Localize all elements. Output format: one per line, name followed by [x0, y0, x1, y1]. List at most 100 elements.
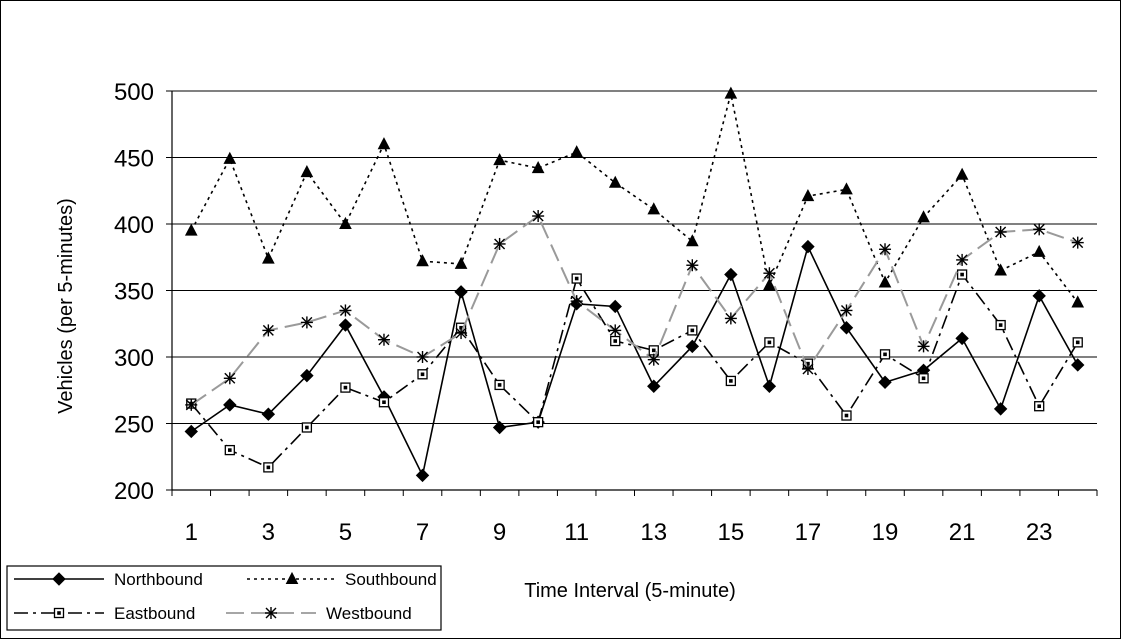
data-point-northbound — [1032, 289, 1046, 303]
x-tick-label: 17 — [795, 519, 822, 546]
data-point-eastbound — [956, 269, 968, 280]
data-point-westbound — [377, 333, 391, 347]
x-axis-title: Time Interval (5-minute) — [524, 580, 736, 602]
data-point-southbound — [956, 168, 969, 180]
data-point-eastbound — [224, 444, 235, 456]
data-point-westbound — [993, 225, 1008, 239]
series-northbound — [184, 240, 1085, 482]
x-tick-label: 19 — [872, 519, 899, 546]
series-line-northbound — [190, 244, 1079, 478]
data-point-northbound — [801, 240, 815, 254]
y-tick-label: 400 — [114, 212, 154, 239]
data-point-westbound — [184, 398, 198, 412]
data-point-westbound — [647, 352, 661, 367]
data-point-eastbound — [1034, 401, 1045, 412]
data-point-southbound — [647, 202, 660, 215]
data-point-northbound — [994, 402, 1008, 416]
data-point-northbound — [184, 424, 198, 438]
data-point-eastbound — [841, 410, 852, 421]
data-point-westbound — [801, 362, 815, 376]
data-point-southbound — [763, 278, 776, 291]
data-point-eastbound — [687, 325, 698, 336]
data-point-eastbound — [263, 462, 274, 473]
data-point-eastbound — [725, 375, 737, 387]
x-tick-label: 23 — [1026, 519, 1053, 546]
y-tick-label: 500 — [114, 79, 154, 106]
data-point-southbound — [686, 234, 699, 247]
data-point-westbound — [531, 209, 545, 223]
data-point-southbound — [1033, 245, 1046, 257]
legend-label-westbound: Westbound — [326, 604, 412, 623]
data-point-westbound — [223, 371, 237, 385]
data-point-southbound — [609, 176, 622, 188]
data-point-southbound — [879, 276, 892, 288]
data-point-eastbound — [301, 422, 313, 433]
data-point-eastbound — [995, 319, 1006, 331]
data-point-westbound — [762, 266, 777, 280]
y-tick-label: 450 — [114, 146, 154, 173]
data-point-westbound — [569, 294, 584, 308]
legend: Northbound Southbound Eastbound Westboun… — [6, 565, 442, 631]
data-point-westbound — [685, 258, 700, 272]
data-point-southbound — [339, 217, 352, 229]
y-axis-title: Vehicles (per 5-minutes) — [55, 198, 77, 414]
series-line-eastbound — [190, 272, 1079, 469]
series-eastbound — [186, 269, 1083, 473]
data-point-southbound — [416, 254, 429, 267]
data-point-southbound — [455, 257, 468, 269]
data-point-westbound — [454, 326, 468, 340]
data-point-eastbound — [1072, 337, 1083, 348]
data-point-southbound — [570, 145, 583, 158]
data-point-northbound — [454, 285, 468, 299]
data-point-eastbound — [378, 397, 390, 408]
data-point-southbound — [801, 189, 814, 202]
gridlines — [172, 90, 1097, 424]
data-point-eastbound — [494, 379, 505, 391]
data-point-southbound — [377, 137, 390, 150]
x-tick-label: 11 — [564, 519, 589, 546]
series-southbound — [185, 87, 1084, 308]
x-tick-label: 3 — [262, 519, 275, 546]
data-point-southbound — [223, 152, 236, 164]
data-point-westbound — [1071, 235, 1085, 250]
data-point-southbound — [840, 182, 853, 195]
data-point-southbound — [493, 153, 506, 166]
legend-item-eastbound: Eastbound — [14, 604, 195, 623]
data-point-westbound — [839, 303, 854, 318]
data-point-eastbound — [571, 273, 582, 284]
x-tick-label: 21 — [949, 519, 976, 546]
data-point-northbound — [878, 375, 892, 389]
legend-label-southbound: Southbound — [345, 570, 437, 589]
data-point-northbound — [416, 468, 430, 482]
data-point-westbound — [300, 315, 314, 330]
legend-item-northbound: Northbound — [14, 570, 203, 589]
legend-label-northbound: Northbound — [114, 570, 203, 589]
legend-item-westbound: Westbound — [226, 604, 412, 623]
data-point-southbound — [994, 264, 1007, 276]
data-point-westbound — [955, 253, 969, 267]
data-point-northbound — [724, 268, 738, 282]
series-layer — [184, 87, 1085, 482]
series-line-westbound — [190, 214, 1079, 406]
y-tick-label: 250 — [114, 412, 154, 439]
data-point-westbound — [338, 303, 353, 318]
data-point-westbound — [608, 323, 622, 338]
x-axis-ticks: 1 3 5 7 9 11 13 15 17 19 21 23 — [171, 490, 1098, 546]
series-line-southbound — [190, 93, 1079, 303]
data-point-westbound — [916, 339, 931, 354]
data-point-eastbound — [532, 417, 544, 428]
legend-label-eastbound: Eastbound — [114, 604, 195, 623]
data-point-westbound — [492, 237, 507, 251]
data-point-eastbound — [879, 349, 891, 360]
data-point-eastbound — [764, 337, 775, 348]
data-point-southbound — [917, 210, 930, 223]
data-point-eastbound — [417, 369, 428, 380]
y-tick-label: 300 — [114, 345, 154, 372]
data-point-eastbound — [610, 335, 621, 347]
y-tick-label: 200 — [114, 478, 154, 505]
x-tick-label: 5 — [339, 519, 352, 546]
data-point-westbound — [724, 311, 738, 326]
data-point-northbound — [839, 321, 853, 335]
